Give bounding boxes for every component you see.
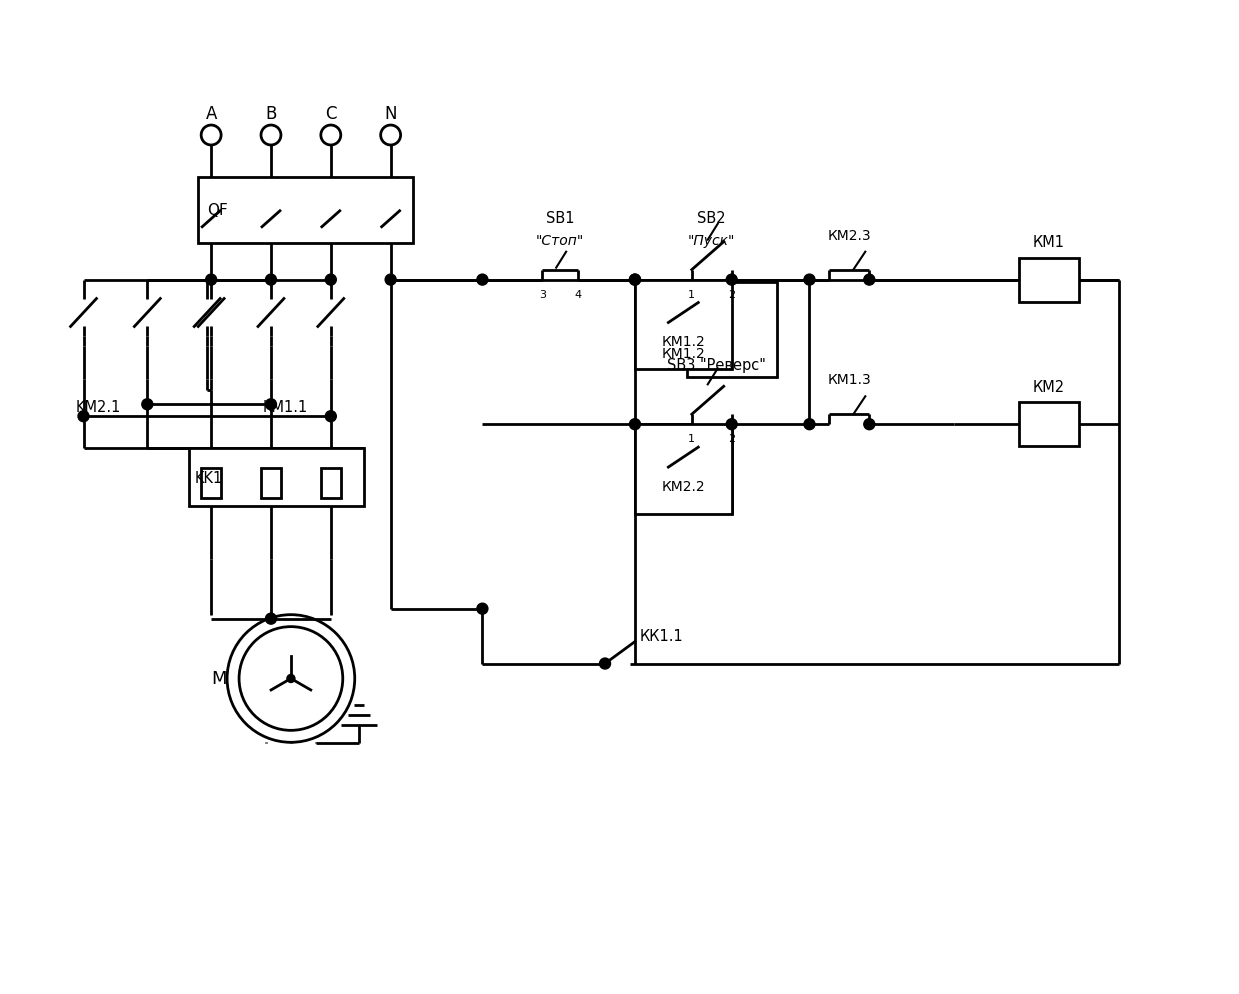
Bar (321, 468, 341, 499)
Bar (201, 468, 221, 499)
Text: "Пуск": "Пуск" (688, 234, 736, 248)
Text: 3: 3 (539, 289, 545, 299)
Bar (190, 448, 364, 507)
Circle shape (227, 615, 354, 743)
Text: КМ2.2: КМ2.2 (662, 479, 705, 494)
Text: KM1.1: KM1.1 (263, 400, 309, 414)
Circle shape (804, 419, 815, 430)
Text: КМ1.3: КМ1.3 (828, 373, 871, 387)
Circle shape (265, 613, 276, 624)
Circle shape (265, 275, 276, 286)
Bar (1018, 258, 1079, 302)
Circle shape (78, 412, 89, 422)
Text: SB1: SB1 (546, 211, 575, 226)
Circle shape (477, 603, 488, 614)
Text: КК1.1: КК1.1 (639, 628, 684, 643)
Bar (261, 468, 281, 499)
Text: КМ2.3: КМ2.3 (828, 229, 871, 243)
Text: 2: 2 (729, 289, 735, 299)
Circle shape (477, 275, 488, 286)
Text: КМ2: КМ2 (1033, 380, 1064, 395)
Circle shape (239, 627, 343, 731)
Circle shape (201, 126, 221, 146)
Circle shape (726, 419, 737, 430)
Bar (634, 280, 732, 370)
Circle shape (385, 275, 396, 286)
Circle shape (321, 126, 341, 146)
Text: A: A (206, 105, 217, 123)
Text: B: B (265, 105, 276, 123)
Bar (1018, 403, 1079, 446)
Circle shape (380, 126, 400, 146)
Text: "Стоп": "Стоп" (536, 234, 585, 248)
Circle shape (141, 400, 152, 411)
Text: C: C (325, 105, 337, 123)
Circle shape (629, 419, 641, 430)
Text: KK1: KK1 (195, 470, 223, 485)
Circle shape (261, 126, 281, 146)
Text: КМ1.2: КМ1.2 (662, 347, 705, 361)
Circle shape (206, 275, 217, 286)
Bar (686, 282, 777, 378)
Text: SB3 "Реверс": SB3 "Реверс" (668, 358, 766, 373)
Circle shape (265, 400, 276, 411)
Text: КМ1.2: КМ1.2 (662, 335, 705, 349)
Text: КМ1: КМ1 (1033, 235, 1064, 249)
Text: 1: 1 (689, 289, 695, 299)
Circle shape (726, 275, 737, 286)
Circle shape (864, 275, 875, 286)
Circle shape (629, 275, 641, 286)
Bar (198, 178, 413, 244)
Circle shape (600, 658, 611, 669)
Text: KM2.1: KM2.1 (76, 400, 121, 414)
Text: M: M (212, 670, 227, 688)
Text: QF: QF (207, 203, 228, 218)
Text: 4: 4 (575, 289, 581, 299)
Circle shape (629, 275, 641, 286)
Text: N: N (384, 105, 396, 123)
Circle shape (804, 275, 815, 286)
Circle shape (287, 675, 295, 683)
Bar (634, 424, 732, 515)
Text: 2: 2 (729, 433, 735, 443)
Text: SB2: SB2 (698, 211, 726, 226)
Circle shape (326, 275, 336, 286)
Circle shape (326, 412, 336, 422)
Text: 1: 1 (689, 433, 695, 443)
Circle shape (864, 419, 875, 430)
